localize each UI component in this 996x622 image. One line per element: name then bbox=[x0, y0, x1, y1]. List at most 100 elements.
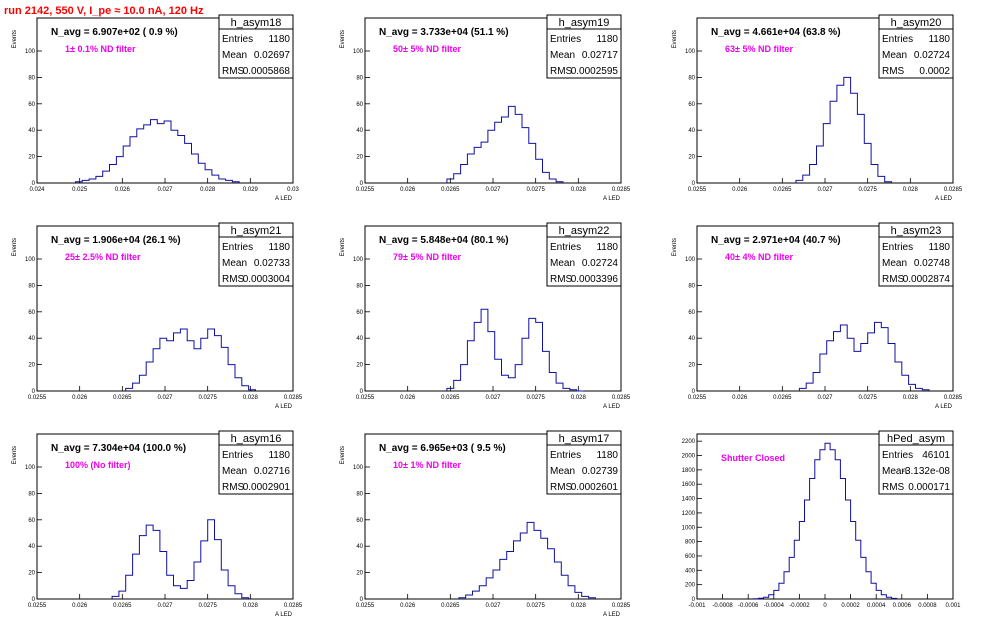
x-tick-label: 0.0265 bbox=[113, 395, 132, 401]
y-tick-label: 80 bbox=[28, 491, 35, 497]
x-tick-label: 0.028 bbox=[200, 187, 216, 193]
stat-value-mean: 0.02739 bbox=[582, 466, 619, 477]
x-tick-label: 0.0275 bbox=[526, 603, 545, 609]
histogram-series bbox=[446, 105, 564, 183]
x-tick-label: 0.027 bbox=[817, 187, 833, 193]
x-tick-label: 0.03 bbox=[287, 187, 299, 193]
stat-key: Entries bbox=[222, 34, 253, 45]
x-tick-label: 0.026 bbox=[400, 395, 416, 401]
stat-value-entries: 1180 bbox=[268, 34, 290, 45]
filter-note: Shutter Closed bbox=[721, 453, 785, 463]
stat-value-entries: 1180 bbox=[268, 242, 290, 253]
stat-value-rms: 0.0002874 bbox=[903, 274, 951, 285]
histogram-panel: 0 20 40 60 80 100 0.0255 0.026 0.0265 0.027 0.0275… bbox=[340, 222, 631, 410]
y-tick-label: 20 bbox=[28, 155, 35, 161]
histogram-name: h_asym21 bbox=[231, 225, 282, 237]
x-tick-label: 0.0265 bbox=[113, 603, 132, 609]
x-tick-label: 0.026 bbox=[732, 395, 748, 401]
x-tick-label: 0.0255 bbox=[356, 395, 375, 401]
stat-key: Entries bbox=[222, 450, 253, 461]
x-tick-label: 0.025 bbox=[72, 187, 88, 193]
y-tick-label: 0 bbox=[360, 597, 364, 603]
stat-key: Mean bbox=[222, 50, 247, 61]
y-axis-label: Events bbox=[340, 30, 346, 48]
y-axis-label: Events bbox=[340, 238, 346, 256]
y-tick-label: 60 bbox=[28, 102, 35, 108]
x-tick-label: 0.028 bbox=[243, 603, 259, 609]
histogram-name: h_asym18 bbox=[231, 17, 282, 29]
histogram-panel: 0 20 40 60 80 100 0.0255 0.026 0.0265 0.027 0.0275… bbox=[12, 222, 303, 410]
x-tick-label: 0.0255 bbox=[688, 187, 707, 193]
stat-key: Entries bbox=[222, 242, 253, 253]
stats-box: h_asym18 Entries 1180 Mean 0.02697 RMS0.00058… bbox=[218, 14, 294, 79]
x-tick-label: 0.028 bbox=[903, 395, 919, 401]
x-tick-label: 0.027 bbox=[485, 187, 501, 193]
y-tick-label: 40 bbox=[356, 128, 363, 134]
y-tick-label: 0 bbox=[32, 181, 36, 187]
stat-key: Mean bbox=[882, 50, 907, 61]
stat-value-mean: 0.02733 bbox=[254, 258, 291, 269]
stat-value-mean: 0.02724 bbox=[914, 50, 951, 61]
x-tick-label: 0.0275 bbox=[526, 187, 545, 193]
histogram-name: h_asym20 bbox=[891, 17, 942, 29]
histogram-name: h_asym23 bbox=[891, 225, 942, 237]
x-tick-label: 0.024 bbox=[29, 187, 45, 193]
histogram-panel: 0 20 40 60 80 100 0.0255 0.026 0.0265 0.027 0.0275… bbox=[672, 222, 963, 410]
x-tick-label: 0.0255 bbox=[28, 603, 47, 609]
x-tick-label: 0.027 bbox=[485, 603, 501, 609]
histogram-series bbox=[125, 328, 256, 391]
stat-value-entries: 1180 bbox=[596, 450, 618, 461]
y-tick-label: 0 bbox=[360, 389, 364, 395]
x-tick-label: 0.0265 bbox=[441, 187, 460, 193]
y-tick-label: 40 bbox=[28, 544, 35, 550]
y-tick-label: 100 bbox=[353, 257, 364, 263]
stat-key: RMS bbox=[550, 482, 573, 493]
x-tick-label: 0.0285 bbox=[612, 395, 631, 401]
stat-value-mean: -3.132e-08 bbox=[902, 466, 951, 477]
stat-key: RMS bbox=[222, 274, 245, 285]
x-tick-label: 0.0275 bbox=[198, 395, 217, 401]
filter-note: 100% (No filter) bbox=[65, 460, 131, 470]
y-tick-label: 200 bbox=[685, 583, 696, 589]
x-tick-label: 0.0285 bbox=[944, 187, 963, 193]
stat-key: RMS bbox=[222, 66, 245, 77]
stats-box: hPed_asym Entries 46101 Mean-3.132e-08 RMS 0.… bbox=[878, 430, 954, 495]
x-tick-label: -0.0004 bbox=[764, 603, 785, 609]
y-tick-label: 40 bbox=[688, 336, 695, 342]
filter-note: 10± 1% ND filter bbox=[393, 460, 461, 470]
stat-value-rms: 0.0003396 bbox=[571, 274, 619, 285]
y-tick-label: 100 bbox=[685, 257, 696, 263]
histogram-name: h_asym22 bbox=[559, 225, 610, 237]
y-tick-label: 40 bbox=[28, 336, 35, 342]
stats-box: h_asym23 Entries 1180 Mean 0.02748 RMS0.00028… bbox=[878, 222, 954, 287]
y-tick-label: 80 bbox=[28, 283, 35, 289]
x-tick-label: 0.0265 bbox=[773, 187, 792, 193]
y-axis-label: Events bbox=[672, 238, 678, 256]
y-tick-label: 100 bbox=[25, 465, 36, 471]
y-tick-label: 60 bbox=[356, 518, 363, 524]
x-tick-label: 0.0265 bbox=[441, 395, 460, 401]
y-tick-label: 0 bbox=[692, 389, 696, 395]
x-tick-label: 0.0275 bbox=[198, 603, 217, 609]
y-tick-label: 100 bbox=[353, 49, 364, 55]
n-avg-label: N_avg = 2.971e+04 (40.7 %) bbox=[711, 235, 841, 246]
y-tick-label: 60 bbox=[356, 310, 363, 316]
x-tick-label: 0.0265 bbox=[773, 395, 792, 401]
x-tick-label: 0.0275 bbox=[858, 395, 877, 401]
x-tick-label: 0.026 bbox=[72, 603, 88, 609]
y-tick-label: 60 bbox=[688, 102, 695, 108]
filter-note: 25± 2.5% ND filter bbox=[65, 252, 141, 262]
histogram-series bbox=[74, 119, 240, 183]
stat-value-rms: 0.0002 bbox=[919, 66, 950, 77]
histogram-series bbox=[111, 519, 250, 599]
x-tick-label: 0.027 bbox=[485, 395, 501, 401]
stat-key: RMS bbox=[222, 482, 245, 493]
stat-value-mean: 0.02697 bbox=[254, 50, 291, 61]
x-tick-label: 0.028 bbox=[903, 187, 919, 193]
y-tick-label: 20 bbox=[28, 571, 35, 577]
stat-key: Entries bbox=[550, 450, 581, 461]
n-avg-label: N_avg = 1.906e+04 (26.1 %) bbox=[51, 235, 181, 246]
stat-value-entries: 1180 bbox=[596, 242, 618, 253]
y-tick-label: 20 bbox=[28, 363, 35, 369]
stat-value-entries: 1180 bbox=[268, 450, 290, 461]
